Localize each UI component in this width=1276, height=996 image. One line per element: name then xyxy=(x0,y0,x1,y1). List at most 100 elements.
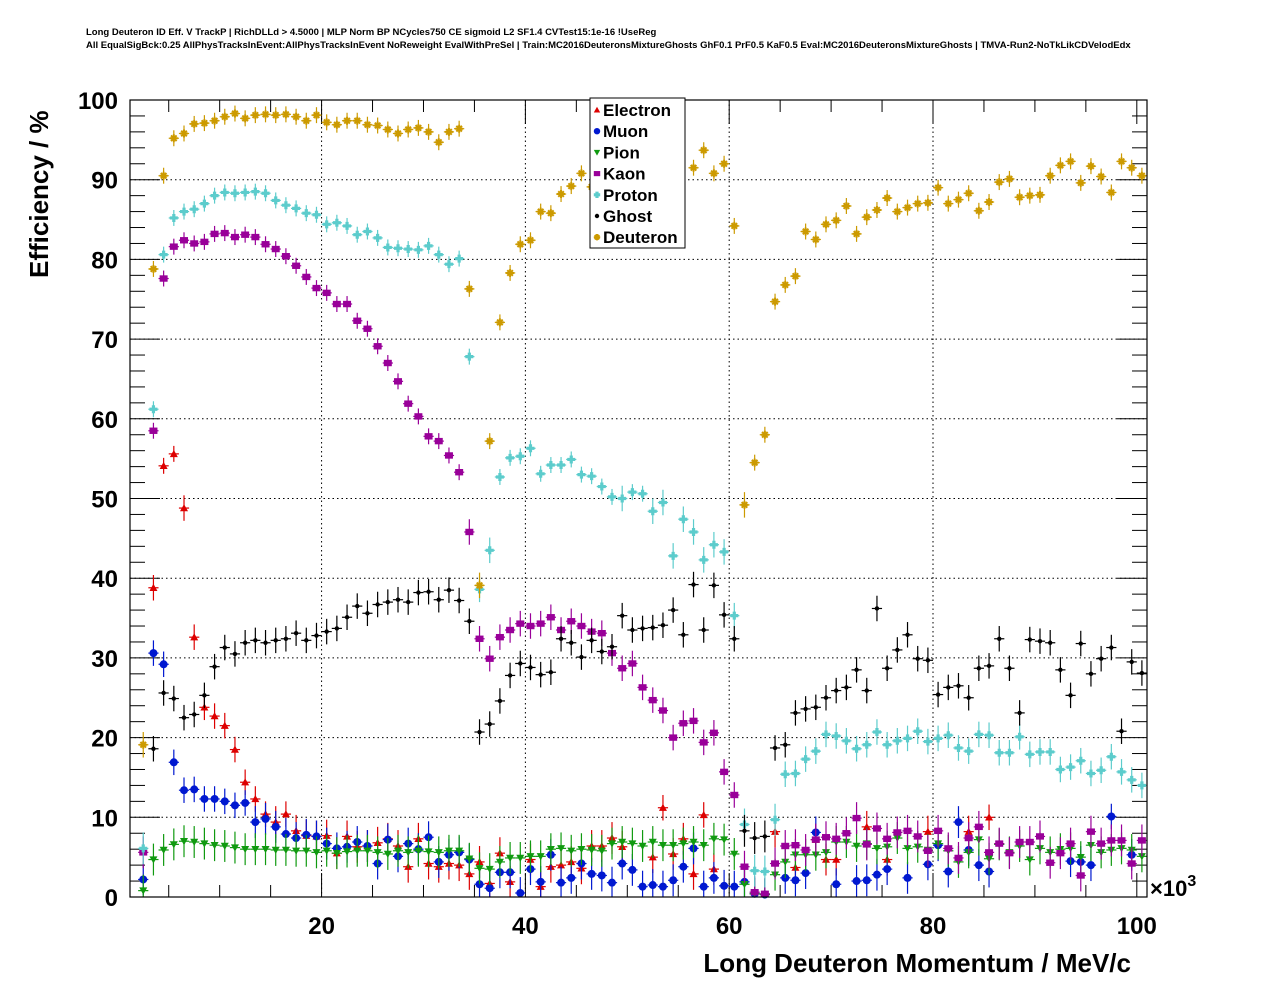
proton-point xyxy=(1046,747,1055,756)
deuteron-point xyxy=(689,163,698,172)
ghost-point xyxy=(640,626,645,631)
proton-point xyxy=(200,199,209,208)
muon-point xyxy=(159,660,168,669)
muon-point xyxy=(608,878,617,887)
kaon-point xyxy=(271,245,280,253)
kaon-point xyxy=(251,233,260,241)
ghost-point xyxy=(752,835,757,841)
proton-point xyxy=(159,250,168,259)
ghost-point xyxy=(997,636,1002,641)
proton-point xyxy=(495,472,504,481)
ghost-point xyxy=(772,745,778,751)
proton-point xyxy=(1127,775,1136,784)
muon-point xyxy=(261,814,270,823)
pion-point xyxy=(1076,853,1085,862)
deuteron-point xyxy=(414,123,423,132)
kaon-point xyxy=(628,660,637,667)
electron-point xyxy=(557,861,566,869)
proton-point xyxy=(597,482,606,491)
pion-point xyxy=(730,850,739,858)
ghost-point xyxy=(558,636,564,641)
proton-point xyxy=(353,230,362,239)
deuteron-point xyxy=(139,740,148,749)
ghost-point xyxy=(191,712,197,717)
chart-title-line-2: All EqualSigBck:0.25 AllPhysTracksInEven… xyxy=(86,40,1131,51)
proton-point xyxy=(903,734,912,743)
muon-point xyxy=(658,882,667,891)
muon-point xyxy=(241,798,250,807)
kaon-point xyxy=(720,768,729,776)
electron-point xyxy=(923,827,932,835)
proton-point xyxy=(709,540,718,549)
ghost-point xyxy=(833,688,839,693)
kaon-point xyxy=(292,262,301,269)
ghost-point xyxy=(253,638,258,643)
deuteron-point xyxy=(852,229,861,238)
deuteron-point xyxy=(180,129,189,138)
muon-point xyxy=(557,878,566,887)
kaon-point xyxy=(332,300,341,308)
muon-point xyxy=(720,881,729,890)
ghost-point xyxy=(242,640,248,645)
proton-point xyxy=(281,201,290,210)
ghost-point xyxy=(161,690,166,696)
ghost-point xyxy=(956,683,961,688)
proton-point xyxy=(220,188,229,197)
deuteron-point xyxy=(1137,171,1146,180)
muon-point xyxy=(709,873,718,882)
ghost-point xyxy=(630,627,635,633)
deuteron-point xyxy=(822,220,831,229)
proton-point xyxy=(995,748,1004,757)
kaon-point xyxy=(781,842,790,850)
deuteron-point xyxy=(577,169,586,178)
proton-point xyxy=(974,730,983,739)
pion-point xyxy=(210,841,219,850)
deuteron-point xyxy=(312,111,321,120)
ghost-point xyxy=(375,602,380,607)
deuteron-point xyxy=(424,127,433,136)
proton-point xyxy=(414,245,423,254)
deuteron-point xyxy=(322,118,331,127)
ghost-point xyxy=(273,638,278,643)
x-multiplier-exponent: 3 xyxy=(1187,873,1196,890)
legend-item-muon: Muon xyxy=(593,122,648,141)
deuteron-point xyxy=(913,199,922,208)
muon-point xyxy=(832,880,841,889)
proton-point xyxy=(689,527,698,536)
pion-point xyxy=(394,847,403,855)
kaon-point xyxy=(893,829,902,836)
electron-point xyxy=(149,583,158,591)
muon-point xyxy=(974,861,983,870)
kaon-point xyxy=(281,253,290,260)
ghost-point xyxy=(426,589,431,594)
pion-point xyxy=(180,838,189,846)
deuteron-point xyxy=(526,236,535,245)
deuteron-point xyxy=(720,159,729,168)
proton-point xyxy=(149,405,158,414)
ghost-point xyxy=(456,598,462,603)
proton-point xyxy=(1097,766,1106,775)
deuteron-point xyxy=(271,111,280,120)
ghost-point xyxy=(915,656,920,661)
ghost-point xyxy=(793,710,798,716)
kaon-point xyxy=(669,734,678,741)
proton-point xyxy=(261,189,270,198)
electron-point xyxy=(251,794,260,803)
deuteron-point xyxy=(220,112,229,121)
y-tick-label: 60 xyxy=(91,407,118,434)
deuteron-point xyxy=(1107,188,1116,197)
deuteron-point xyxy=(557,190,566,199)
deuteron-point xyxy=(373,121,382,130)
pion-point xyxy=(679,840,688,848)
muon-point xyxy=(169,758,178,767)
ghost-point xyxy=(334,626,340,631)
pion-point xyxy=(312,849,321,857)
proton-point xyxy=(872,728,881,737)
kaon-point xyxy=(343,300,352,308)
ghost-point xyxy=(232,651,238,657)
proton-point xyxy=(699,555,708,564)
kaon-point xyxy=(394,378,403,385)
kaon-point xyxy=(995,840,1004,847)
y-tick-label: 20 xyxy=(91,726,118,753)
ghost-point xyxy=(813,705,819,710)
